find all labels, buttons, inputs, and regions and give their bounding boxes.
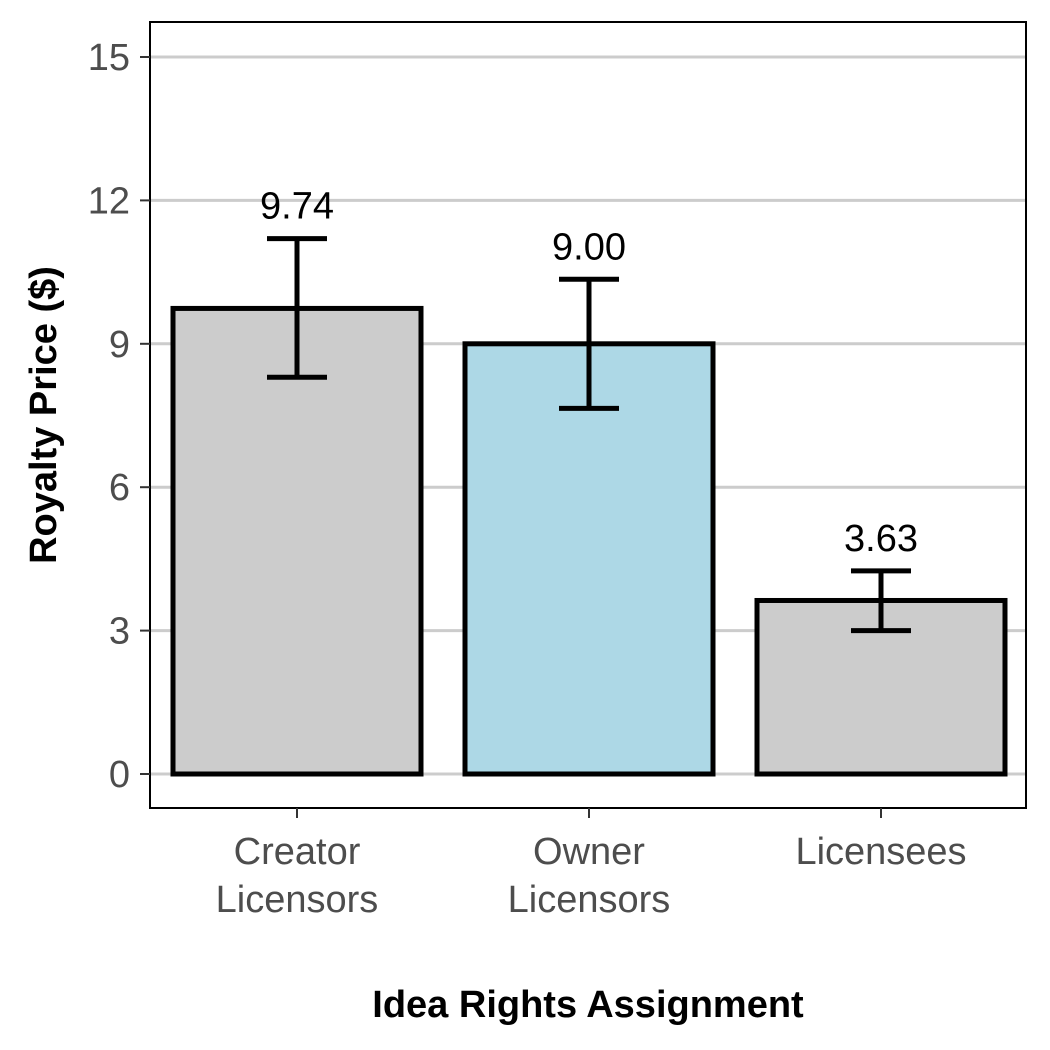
- x-axis-title: Idea Rights Assignment: [372, 984, 804, 1026]
- bars: [170, 305, 1008, 777]
- y-tick-label: 9: [109, 324, 130, 366]
- x-tick-label: Creator Licensors: [216, 831, 379, 921]
- data-label: 9.00: [552, 226, 626, 268]
- data-label: 3.63: [844, 518, 918, 560]
- x-tick-label: Owner Licensors: [508, 831, 671, 921]
- x-tick-label-line: Owner: [533, 831, 645, 873]
- bar: [170, 305, 424, 777]
- y-tick-label: 12: [88, 180, 130, 222]
- x-tick-label-line: Licensees: [795, 831, 966, 873]
- y-axis: 0 3 6 9 12 15: [88, 37, 150, 796]
- y-tick-label: 0: [109, 754, 130, 796]
- y-axis-title: Royalty Price ($): [23, 266, 65, 564]
- data-labels: 9.74 9.00 3.63: [260, 186, 918, 560]
- x-tick-label: Licensees: [795, 831, 966, 873]
- y-tick-label: 6: [109, 467, 130, 509]
- error-bars: [267, 236, 911, 634]
- x-axis: Creator Licensors Owner Licensors Licensees: [216, 808, 967, 921]
- x-tick-label-line: Creator: [234, 831, 361, 873]
- y-tick-label: 3: [109, 611, 130, 653]
- bar: [462, 341, 716, 777]
- y-tick-label: 15: [88, 37, 130, 79]
- data-label: 9.74: [260, 186, 334, 228]
- x-tick-label-line: Licensors: [216, 879, 379, 921]
- x-tick-label-line: Licensors: [508, 879, 671, 921]
